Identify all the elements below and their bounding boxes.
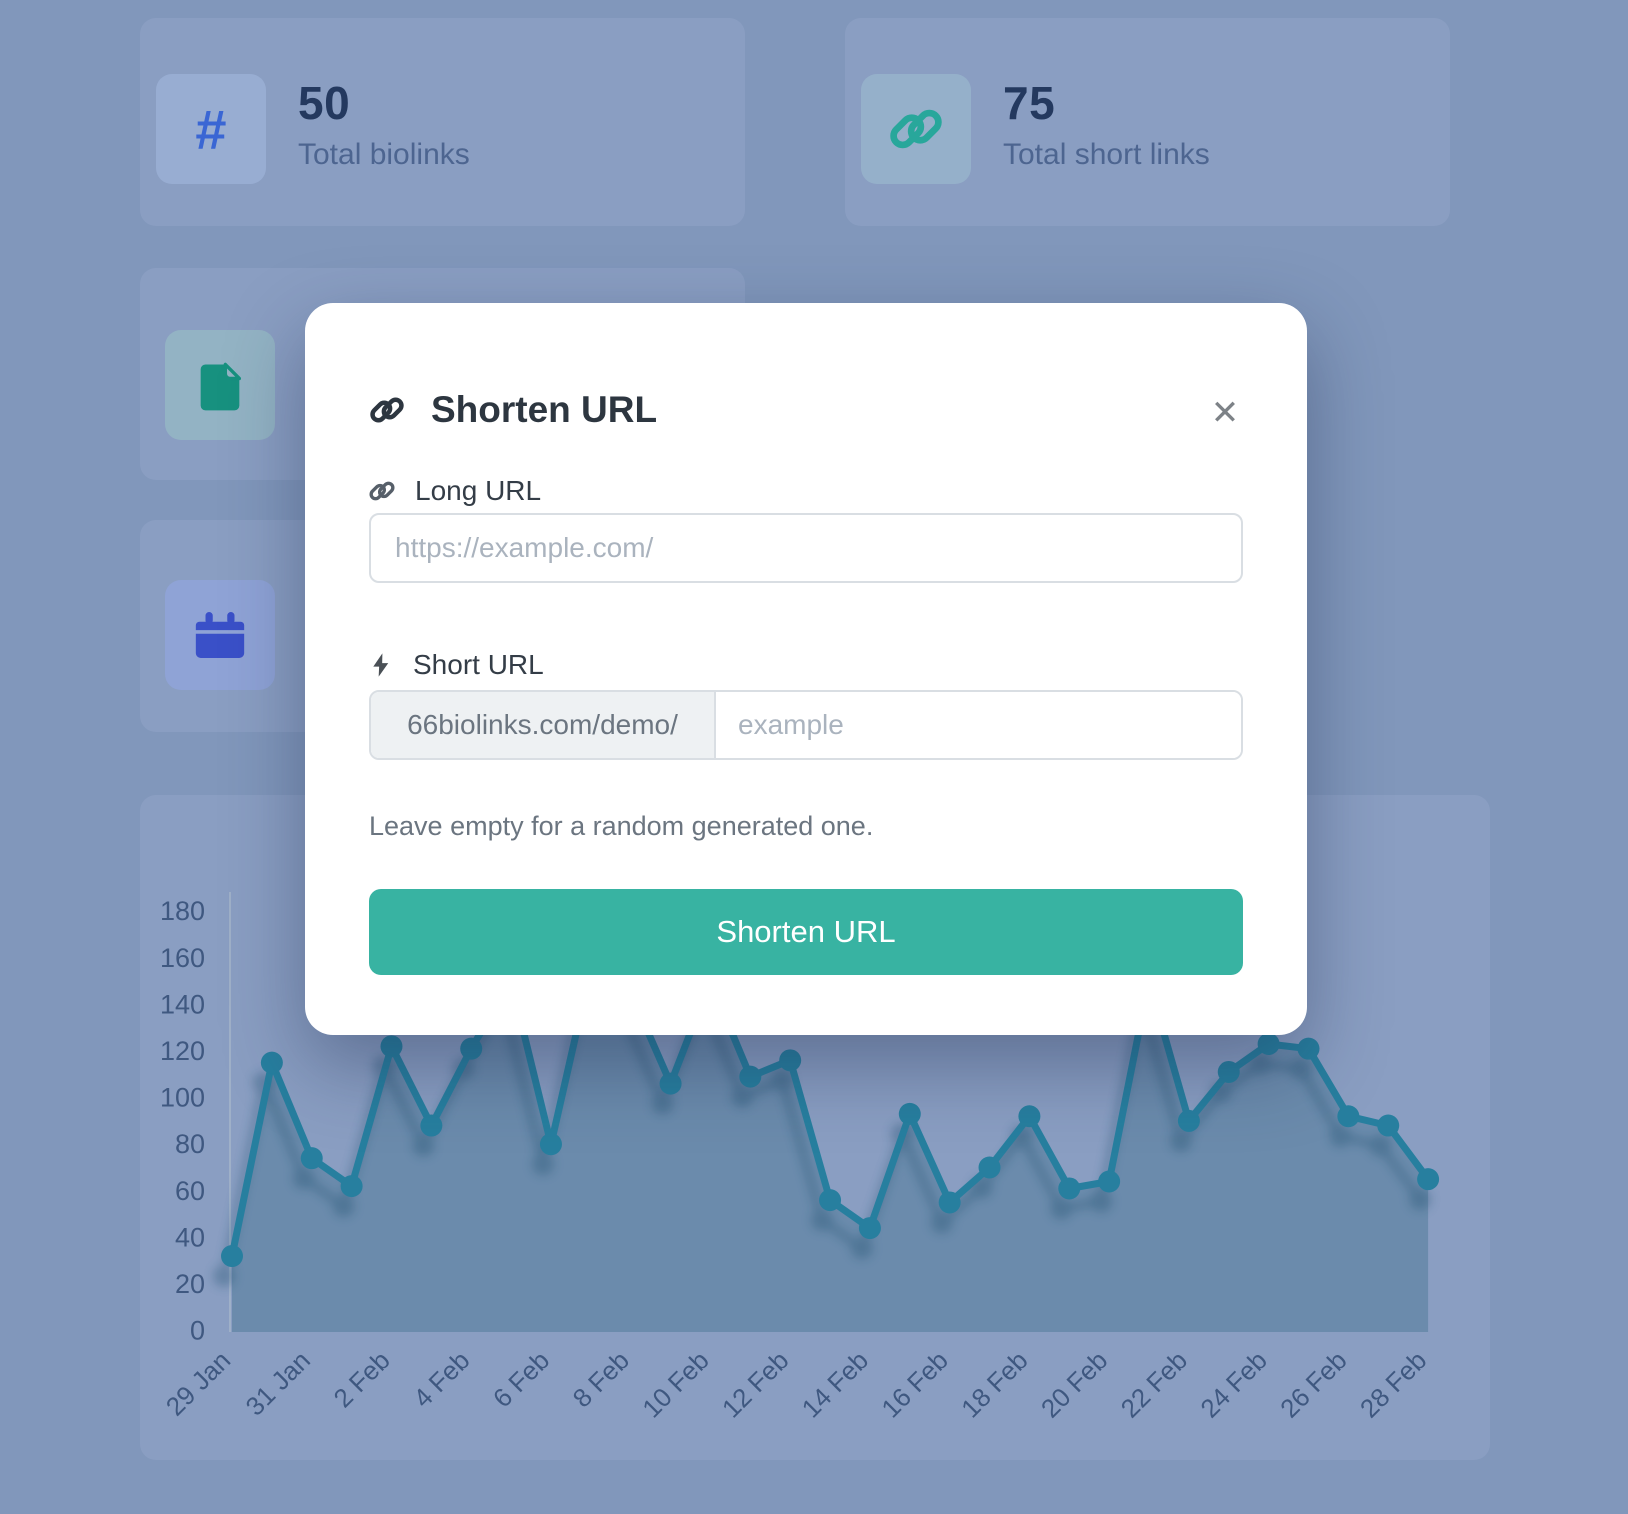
modal-header: Shorten URL — [367, 389, 657, 431]
long-url-input[interactable] — [369, 513, 1243, 583]
stat-card-total-short-links: 75 Total short links — [845, 18, 1450, 226]
long-url-label: Long URL — [367, 475, 541, 507]
short-url-input-group: 66biolinks.com/demo/ — [369, 690, 1243, 760]
hashtag-icon: # — [195, 97, 227, 161]
short-url-input[interactable] — [716, 692, 1241, 758]
svg-text:22 Feb: 22 Feb — [1115, 1345, 1193, 1423]
svg-text:6 Feb: 6 Feb — [487, 1345, 555, 1413]
stat-value-biolinks: 50 — [298, 77, 351, 129]
calendar-icon — [195, 612, 245, 658]
svg-text:31 Jan: 31 Jan — [240, 1345, 316, 1421]
svg-text:40: 40 — [175, 1222, 205, 1252]
link-icon-tile — [861, 74, 971, 184]
svg-text:12 Feb: 12 Feb — [716, 1345, 794, 1423]
svg-text:100: 100 — [160, 1083, 205, 1113]
stat-value-short-links: 75 — [1003, 77, 1056, 129]
svg-text:2 Feb: 2 Feb — [327, 1345, 395, 1413]
svg-text:16 Feb: 16 Feb — [875, 1345, 953, 1423]
svg-text:24 Feb: 24 Feb — [1194, 1345, 1272, 1423]
svg-text:120: 120 — [160, 1036, 205, 1066]
svg-text:20: 20 — [175, 1269, 205, 1299]
stat-card-total-biolinks: # 50 Total biolinks — [140, 18, 745, 226]
svg-text:20 Feb: 20 Feb — [1035, 1345, 1113, 1423]
svg-text:14 Feb: 14 Feb — [796, 1345, 874, 1423]
shorten-url-modal: Shorten URL ✕ Long URL Short URL 66bioli… — [305, 303, 1307, 1035]
svg-text:160: 160 — [160, 943, 205, 973]
svg-text:80: 80 — [175, 1129, 205, 1159]
svg-text:0: 0 — [190, 1316, 205, 1346]
calendar-icon-tile — [165, 580, 275, 690]
file-icon — [200, 362, 242, 411]
svg-text:18 Feb: 18 Feb — [955, 1345, 1033, 1423]
short-url-label: Short URL — [367, 649, 544, 681]
svg-text:28 Feb: 28 Feb — [1354, 1345, 1432, 1423]
svg-text:8 Feb: 8 Feb — [567, 1345, 635, 1413]
svg-text:60: 60 — [175, 1176, 205, 1206]
close-icon[interactable]: ✕ — [1203, 391, 1247, 435]
short-url-helper-text: Leave empty for a random generated one. — [369, 811, 874, 841]
svg-text:10 Feb: 10 Feb — [636, 1345, 714, 1423]
svg-text:29 Jan: 29 Jan — [160, 1345, 236, 1421]
svg-text:180: 180 — [160, 896, 205, 926]
short-url-prefix: 66biolinks.com/demo/ — [371, 692, 716, 758]
svg-text:26 Feb: 26 Feb — [1274, 1345, 1352, 1423]
hashtag-icon-tile: # — [156, 74, 266, 184]
shorten-url-button[interactable]: Shorten URL — [369, 889, 1243, 975]
link-icon — [370, 397, 404, 423]
modal-title: Shorten URL — [431, 389, 658, 430]
svg-text:4 Feb: 4 Feb — [407, 1345, 475, 1413]
file-icon-tile — [165, 330, 275, 440]
lightning-icon — [373, 653, 389, 677]
link-icon — [890, 109, 942, 149]
link-icon — [369, 481, 395, 501]
stat-label-biolinks: Total biolinks — [298, 138, 470, 171]
stat-label-short-links: Total short links — [1003, 138, 1210, 171]
svg-text:140: 140 — [160, 989, 205, 1019]
